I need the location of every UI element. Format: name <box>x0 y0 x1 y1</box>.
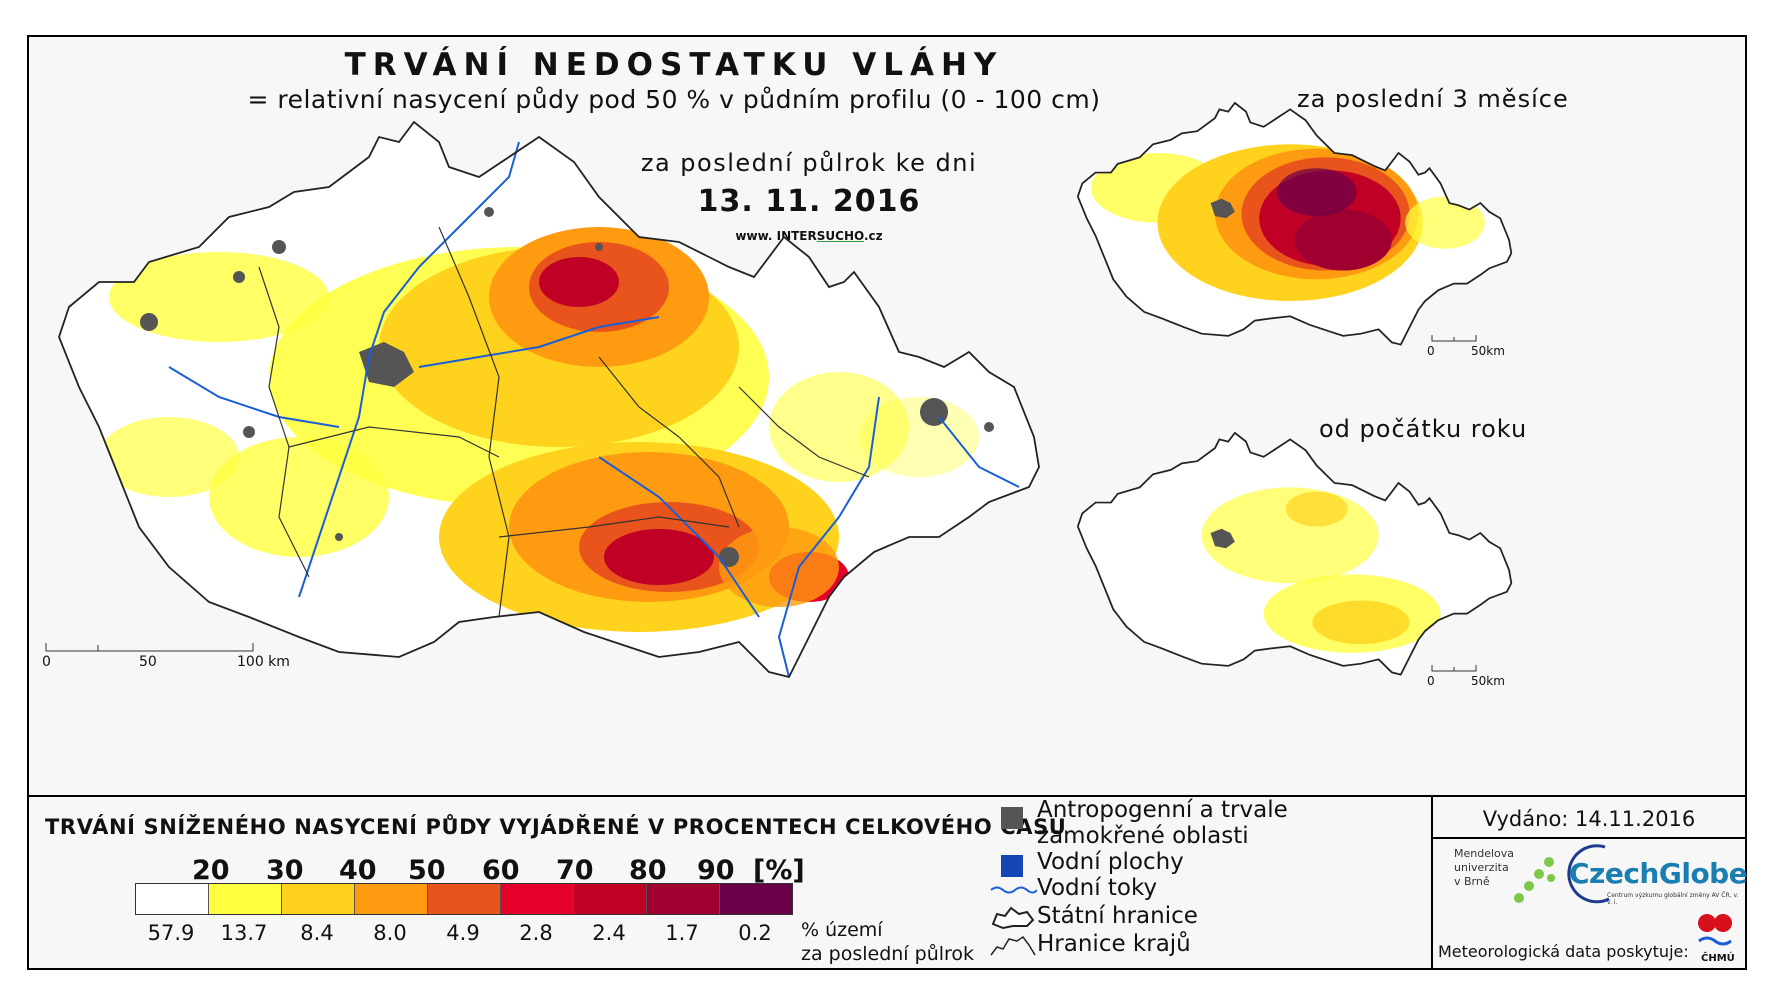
symbol-label-urban-1: Antropogenní a trvale <box>1037 797 1288 823</box>
legend-share: 57.9 <box>147 921 195 945</box>
czechglobe-swoosh-icon <box>1567 844 1610 904</box>
legend-tick: 20 <box>192 855 230 886</box>
legend-share: 8.0 <box>373 921 407 945</box>
map-frame: TRVÁNÍ NEDOSTATKU VLÁHY = relativní nasy… <box>27 35 1748 970</box>
share-label-1: % území <box>801 919 883 941</box>
state-border-icon <box>991 906 1035 930</box>
urban-areas <box>140 207 994 567</box>
chmu-logo-text: ČHMÚ <box>1701 953 1735 964</box>
main-map <box>58 120 1040 679</box>
legend-share: 2.8 <box>519 921 553 945</box>
legend-swatch <box>355 884 428 914</box>
legend-share: 4.9 <box>446 921 480 945</box>
river-line-icon <box>990 886 1037 894</box>
meteo-credit: Meteorologická data poskytuje: <box>1438 942 1689 961</box>
legend-swatch <box>720 884 792 914</box>
map-date: 13. 11. 2016 <box>697 184 921 219</box>
symbol-label-state: Státní hranice <box>1037 903 1198 929</box>
main-scale-label-0: 0 <box>42 654 51 670</box>
legend-share: 0.2 <box>738 921 772 945</box>
czechglobe-subtitle: Centrum výzkumu globální změny AV ČR, v.… <box>1607 892 1739 906</box>
legend-unit: [%] <box>753 855 805 886</box>
inset-scale-bar-3-months <box>1431 335 1477 342</box>
legend-tick: 30 <box>266 855 304 886</box>
legend-tick: 70 <box>556 855 594 886</box>
legend-swatch <box>282 884 355 914</box>
czechglobe-logo: CzechGlobe <box>1569 857 1748 890</box>
period-label: za poslední půlrok ke dni <box>640 149 978 177</box>
legend-separator <box>29 795 1745 797</box>
issued-date: Vydáno: 14.11.2016 <box>1482 807 1696 831</box>
legend-swatch <box>428 884 501 914</box>
grey-square-icon <box>1001 807 1023 829</box>
legend-swatch <box>501 884 574 914</box>
legend-swatch <box>647 884 720 914</box>
main-scale-bar <box>45 643 254 652</box>
main-scale-label-100: 100 km <box>237 654 290 670</box>
legend-title: TRVÁNÍ SNÍŽENÉHO NASYCENÍ PŮDY VYJÁDŘENÉ… <box>45 815 1067 839</box>
share-label-2: za poslední půlrok <box>801 943 975 965</box>
legend-tick: 40 <box>339 855 377 886</box>
inset-map-3-months <box>1076 101 1513 346</box>
inset-scale-50-a: 50km <box>1471 344 1505 358</box>
inset-map-year <box>1076 431 1513 676</box>
legend-share: 2.4 <box>592 921 626 945</box>
info-separator <box>1431 795 1433 970</box>
blue-square-icon <box>1001 855 1023 877</box>
legend-tick: 60 <box>482 855 520 886</box>
inset-scale-bar-year <box>1431 665 1477 672</box>
inset-scale-0-b: 0 <box>1427 674 1435 688</box>
main-scale-label-50: 50 <box>139 654 157 670</box>
region-border-icon <box>990 935 1036 956</box>
legend-share: 1.7 <box>665 921 699 945</box>
rivers <box>168 141 1020 678</box>
mendel-logo-icon <box>1514 857 1555 903</box>
chmu-logo-icon <box>1698 914 1732 946</box>
legend-tick: 50 <box>408 855 446 886</box>
legend-swatch <box>209 884 282 914</box>
symbol-label-rivers: Vodní toky <box>1037 875 1158 901</box>
issued-separator <box>1433 837 1745 839</box>
map-title: TRVÁNÍ NEDOSTATKU VLÁHY <box>344 47 1004 83</box>
symbol-label-water: Vodní plochy <box>1037 849 1184 875</box>
legend-tick: 80 <box>629 855 667 886</box>
inset-scale-0-a: 0 <box>1427 344 1435 358</box>
symbol-label-regions: Hranice krajů <box>1037 931 1191 957</box>
legend-swatch <box>574 884 647 914</box>
legend-tick: 90 <box>697 855 735 886</box>
map-subtitle: = relativní nasycení půdy pod 50 % v půd… <box>247 85 1101 114</box>
symbol-label-urban-2: zamokřené oblasti <box>1037 823 1249 849</box>
inset-title-3-months: za poslední 3 měsíce <box>1297 85 1569 113</box>
website-link[interactable]: www. INTERSUCHO.cz <box>735 229 883 243</box>
legend-swatch <box>136 884 209 914</box>
region-borders <box>258 226 870 618</box>
mendel-logo-text: Mendelova univerzita v Brně <box>1454 847 1515 888</box>
legend-share: 8.4 <box>300 921 334 945</box>
legend-share: 13.7 <box>220 921 268 945</box>
inset-title-year: od počátku roku <box>1319 415 1528 443</box>
inset-scale-50-b: 50km <box>1471 674 1505 688</box>
legend-colorbar <box>135 883 793 915</box>
state-border <box>58 120 1040 679</box>
